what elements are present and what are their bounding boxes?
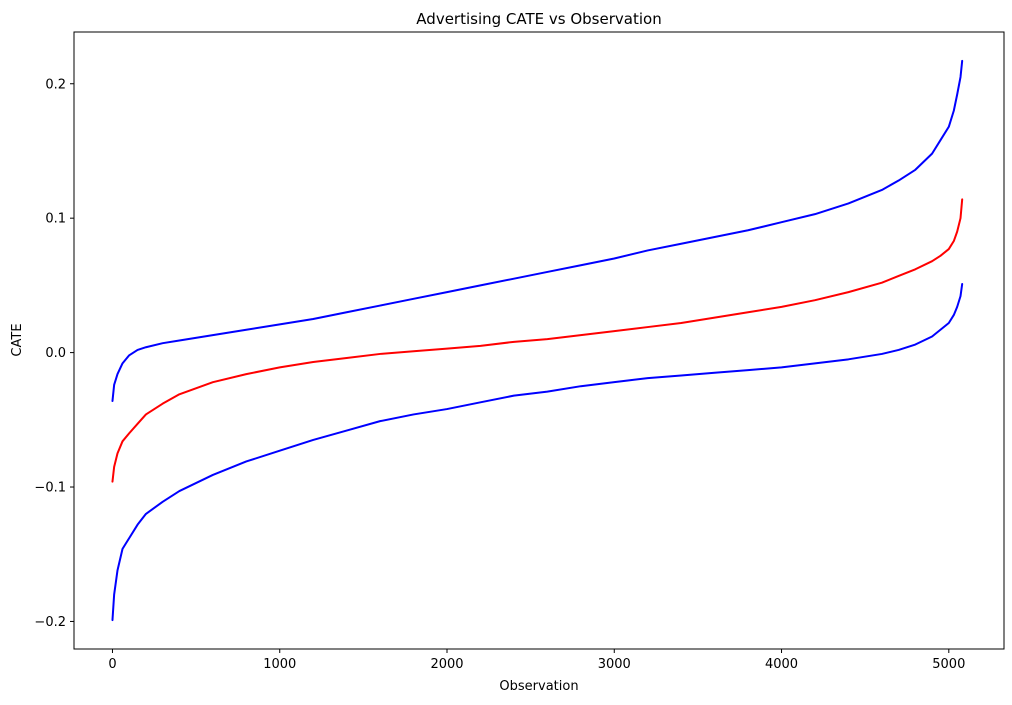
series-line-2 <box>111 198 964 483</box>
x-tick-label: 4000 <box>765 657 798 672</box>
y-axis-ticks: −0.2 −0.1 0.0 0.1 0.2 <box>34 77 74 630</box>
x-tick-label: 0 <box>108 657 116 672</box>
x-tick-label: 3000 <box>598 657 631 672</box>
x-tick-label: 2000 <box>430 657 463 672</box>
x-tick-label: 1000 <box>263 657 296 672</box>
y-tick-label: −0.1 <box>34 481 66 496</box>
y-tick-label: 0.2 <box>45 77 66 92</box>
plot-frame <box>73 31 1005 650</box>
series-line-3 <box>111 283 964 622</box>
chart-title: Advertising CATE vs Observation <box>416 10 661 28</box>
series-line-1 <box>111 59 964 402</box>
y-axis-title: CATE <box>10 323 25 356</box>
y-tick-label: −0.2 <box>34 615 66 630</box>
y-tick-label: 0.1 <box>45 212 66 227</box>
series-lines-layer <box>111 59 964 622</box>
x-tick-label: 5000 <box>932 657 965 672</box>
x-axis-ticks: 0 1000 2000 3000 4000 5000 <box>108 649 965 672</box>
x-axis-title: Observation <box>499 679 578 694</box>
y-tick-label: 0.0 <box>45 346 66 361</box>
